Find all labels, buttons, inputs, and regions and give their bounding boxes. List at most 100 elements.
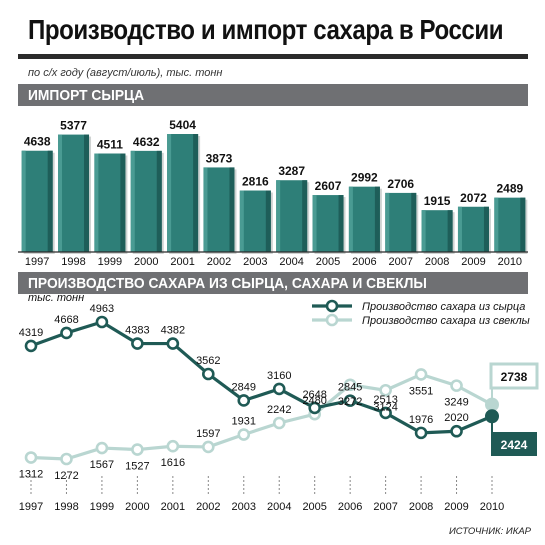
bar-highlight (58, 134, 63, 252)
series-raw-point (95, 315, 109, 329)
series-raw-value-label: 3160 (267, 370, 291, 382)
series-beet-value-label: 1597 (196, 428, 220, 440)
series-raw-point (343, 394, 357, 407)
series-raw-point (166, 337, 180, 350)
series-raw-point (60, 326, 73, 340)
bar-year-label: 1997 (25, 256, 49, 268)
x-tick-label: 1997 (19, 501, 43, 513)
bar-highlight (494, 197, 499, 252)
series-raw-value-label: 2513 (373, 394, 397, 406)
series-beet-value-label: 3124 (373, 401, 397, 413)
series-raw-value-label: 1976 (409, 414, 433, 426)
series-beet-point (60, 452, 73, 466)
series-raw-point (379, 406, 392, 420)
x-tick-label: 1999 (90, 501, 114, 513)
bar-highlight (276, 180, 281, 252)
series-raw-value-label: 4383 (125, 325, 149, 337)
x-tick-label: 2006 (338, 501, 362, 513)
series-beet-value-label: 3551 (409, 385, 433, 397)
series-raw-value-label: 2648 (302, 389, 326, 401)
bar-highlight (94, 153, 99, 252)
bar-2009 (457, 206, 489, 252)
bar-chart-imports: 4638 1997 5377 1998 4511 1999 4632 2000 5404 2001… (18, 118, 528, 268)
bar-highlight (167, 134, 172, 252)
bar-year-label: 2004 (279, 256, 303, 268)
series-beet-value-label: 1616 (161, 457, 185, 469)
series-raw-value-label: 2020 (444, 412, 468, 424)
bar-year-label: 2003 (243, 256, 267, 268)
bar-year-label: 2005 (316, 256, 340, 268)
series-raw-value-label: 4319 (19, 327, 43, 339)
series-beet-point (379, 383, 392, 397)
bar-value-label: 3287 (278, 164, 305, 178)
bar-edge (483, 206, 489, 252)
bar-value-label: 3873 (206, 151, 233, 165)
series-beet-value-label: 1527 (125, 461, 149, 473)
bar-edge (120, 153, 126, 252)
x-tick-label: 2010 (480, 501, 504, 513)
bar-edge (193, 134, 199, 252)
series-raw-value-label: 4963 (90, 303, 114, 315)
bar-edge (84, 134, 90, 252)
callout-beet-box (489, 362, 539, 390)
bar-year-label: 1999 (98, 256, 122, 268)
bar-value-label: 2607 (315, 179, 342, 193)
series-raw-value-label: 3562 (196, 355, 220, 367)
section-title-imports: ИМПОРТ СЫРЦА (28, 87, 145, 104)
bar-2006 (348, 186, 380, 252)
bar-highlight (203, 167, 208, 252)
x-tick-label: 2003 (232, 501, 256, 513)
bar-highlight (21, 150, 26, 252)
bar-2005 (312, 195, 344, 252)
bar-year-label: 2007 (389, 256, 413, 268)
bar-edge (411, 192, 417, 252)
series-raw-point (272, 382, 286, 396)
series-beet-point (166, 439, 180, 453)
bar-year-label: 2009 (461, 256, 485, 268)
bar-edge (447, 210, 453, 252)
bar-highlight (239, 190, 244, 252)
series-raw-value-label: 4668 (54, 314, 78, 326)
series-beet-point (24, 451, 38, 464)
series-beet-point (237, 428, 251, 441)
series-beet-point (414, 368, 428, 381)
bar-value-label: 2072 (460, 191, 487, 205)
bar-highlight (421, 210, 426, 252)
bar-2003 (239, 190, 271, 252)
bar-1998 (58, 134, 90, 252)
bar-year-label: 2001 (170, 256, 194, 268)
title-rule (18, 54, 528, 59)
series-raw-value-label: 2849 (232, 381, 256, 393)
bar-highlight (457, 206, 462, 252)
series-raw-point (202, 367, 215, 381)
bar-edge (156, 150, 162, 252)
series-beet-value-label: 2480 (302, 395, 326, 407)
bar-year-label: 2000 (134, 256, 158, 268)
legend-label: Производство сахара из сырца (362, 301, 525, 313)
series-beet-point (450, 379, 463, 392)
x-tick-label: 2001 (161, 501, 185, 513)
bar-year-label: 2010 (498, 256, 522, 268)
callout-raw-value: 2424 (501, 438, 528, 452)
series-beet-value-label: 3249 (444, 397, 468, 409)
series-raw-point (24, 339, 38, 353)
bar-2008 (421, 210, 453, 252)
series-beet-value-label: 1312 (19, 469, 43, 481)
series-beet-point (95, 441, 109, 455)
series-beet-point (202, 440, 215, 454)
x-tick-label: 2009 (444, 501, 468, 513)
x-tick-label: 2005 (302, 501, 326, 513)
series-raw-point (237, 394, 251, 407)
series-beet-value-label: 1272 (54, 470, 78, 482)
bar-edge (302, 180, 308, 252)
series-beet-point (131, 443, 144, 456)
x-tick-label: 2002 (196, 501, 220, 513)
bar-2007 (385, 192, 417, 252)
bar-value-label: 2706 (387, 177, 414, 191)
bar-value-label: 1915 (424, 194, 451, 208)
bar-edge (47, 150, 53, 252)
series-raw-point (414, 426, 428, 440)
bar-highlight (312, 195, 317, 252)
bar-highlight (348, 186, 353, 252)
